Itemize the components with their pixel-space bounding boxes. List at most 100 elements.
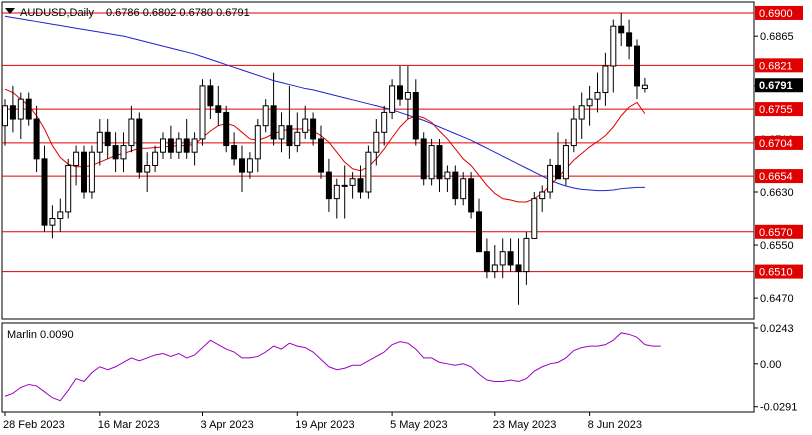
candle-body (460, 178, 467, 200)
candle (33, 105, 40, 173)
candle (618, 12, 625, 47)
candle (278, 112, 285, 153)
candle-body (239, 158, 245, 173)
candle (183, 119, 190, 159)
candle (215, 85, 222, 126)
ma-layer (4, 15, 646, 203)
candle-body (104, 131, 111, 147)
candle-body (444, 171, 451, 180)
level-label: 0.6900 (759, 8, 793, 20)
candle (381, 105, 388, 146)
price-tick-label: 0.6865 (760, 31, 794, 43)
candle (325, 158, 332, 212)
candle (610, 19, 617, 93)
candle-body (602, 65, 609, 94)
level-label: 0.6510 (759, 267, 793, 279)
current-price-badge (755, 78, 803, 93)
candle-body (365, 151, 372, 193)
level-badge (755, 58, 803, 73)
candle-body (420, 138, 427, 180)
indicator-tick-label: 0.0243 (760, 323, 794, 335)
candle (318, 125, 324, 179)
level-label: 0.6654 (759, 171, 793, 183)
candle (641, 77, 648, 93)
candle (602, 52, 609, 106)
candle (412, 79, 419, 146)
candle-body (199, 85, 206, 140)
candle (41, 145, 48, 232)
candle-body (65, 164, 72, 213)
candle-body (397, 85, 403, 100)
level-badge (755, 135, 803, 150)
candle-body (325, 171, 332, 200)
candle (112, 132, 119, 173)
ohlc-values: 0.6786 0.6802 0.6780 0.6791 (106, 7, 250, 19)
date-label: 23 May 2023 (493, 419, 557, 431)
date-label: 28 Feb 2023 (3, 419, 65, 431)
candle-body (49, 218, 56, 226)
candle-body (641, 84, 648, 90)
candle (65, 158, 72, 219)
candle-body (586, 98, 593, 107)
candle-body (17, 98, 24, 120)
date-label: 8 Jun 2023 (588, 419, 642, 431)
candle (468, 172, 475, 219)
level-badge (755, 5, 803, 20)
candle-body (634, 45, 640, 87)
collapse-triangle-icon[interactable] (5, 8, 15, 14)
indicator-tick-label: -0.0291 (760, 402, 797, 414)
candle (436, 138, 443, 192)
candle-body (25, 98, 32, 120)
candle (239, 145, 245, 192)
candle-body (412, 92, 419, 140)
candle (286, 85, 293, 159)
candle (531, 192, 538, 239)
candle (191, 132, 198, 166)
candle-body (618, 25, 625, 34)
candle (96, 119, 103, 166)
candle-body (507, 251, 514, 266)
candle-body (483, 251, 490, 273)
candle (515, 238, 522, 305)
candle (562, 138, 569, 186)
candle (341, 165, 348, 219)
candle-body (389, 85, 396, 113)
candle-body (88, 151, 95, 193)
candle (483, 238, 490, 279)
level-label: 0.6821 (759, 60, 793, 72)
marlin-line (4, 332, 661, 402)
level-label: 0.6570 (759, 227, 793, 239)
candle-body (539, 191, 546, 200)
candle-body (349, 178, 356, 186)
candle-body (246, 158, 253, 173)
candle-body (33, 118, 40, 160)
price-tick-label: 0.6630 (760, 187, 794, 199)
candle-body (578, 105, 585, 120)
candle (444, 165, 451, 192)
candle (160, 132, 166, 159)
candle-body (128, 118, 135, 147)
candle-body (270, 105, 277, 140)
candle (420, 132, 427, 186)
candle (49, 205, 56, 239)
level-label: 0.6755 (759, 104, 793, 116)
candle-body (468, 178, 475, 213)
candle-body (191, 138, 198, 153)
candle (25, 92, 32, 126)
axis-layer: 0.68650.67900.67100.66300.65500.64700.69… (3, 5, 803, 431)
date-label: 3 Apr 2023 (201, 419, 254, 431)
candle (594, 72, 601, 113)
levels-layer (2, 12, 754, 273)
candle (452, 165, 459, 206)
candle-body (341, 184, 348, 187)
indicator-tick-label: 0.00 (760, 359, 781, 371)
candle-body (73, 151, 80, 166)
candle (523, 231, 530, 285)
candle (120, 132, 127, 173)
candle (262, 99, 269, 133)
candle (570, 105, 577, 153)
candle-body (120, 145, 127, 160)
candle (365, 145, 372, 199)
candle (254, 119, 261, 173)
